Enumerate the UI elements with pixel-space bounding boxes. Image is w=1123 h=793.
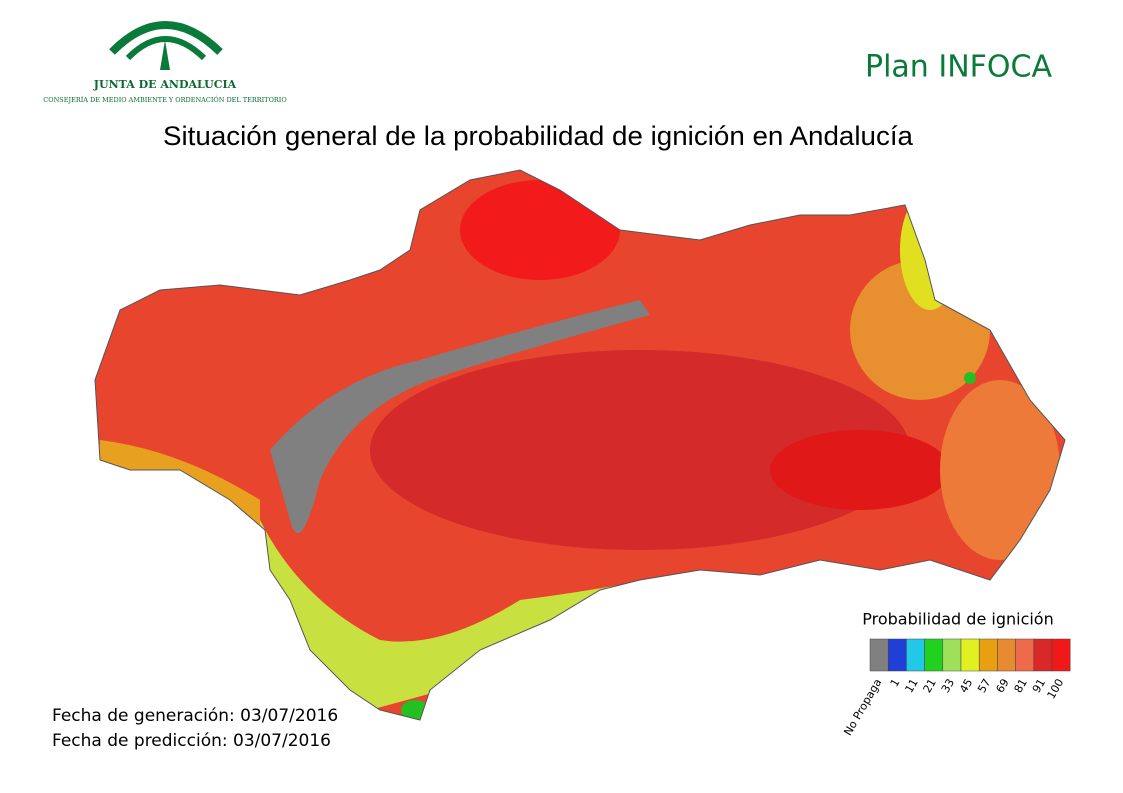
legend-swatch (1033, 638, 1053, 672)
map-title: Situación general de la probabilidad de … (163, 121, 914, 151)
legend-label: 91 (1030, 677, 1048, 696)
legend-swatch (960, 638, 980, 672)
legend-swatch (869, 638, 889, 672)
legend-label: 33 (939, 677, 957, 696)
legend-label: 21 (921, 677, 939, 696)
legend-label: No Propaga (841, 677, 884, 738)
region-map (95, 170, 1065, 720)
legend-label: 57 (975, 677, 993, 696)
legend-label: 11 (902, 677, 920, 696)
legend-swatch (887, 638, 907, 672)
org-name: JUNTA DE ANDALUCIA (93, 78, 237, 91)
legend-swatch (997, 638, 1016, 672)
legend-label: 81 (1012, 677, 1030, 696)
legend-swatch (978, 638, 998, 672)
prediction-date: Fecha de predicción: 03/07/2016 (52, 731, 331, 751)
legend-swatch (1051, 638, 1071, 672)
plan-name: Plan INFOCA (865, 50, 1052, 85)
legend-title: Probabilidad de ignición (862, 610, 1053, 629)
legend-label: 45 (957, 677, 975, 696)
org-department: CONSEJERÍA DE MEDIO AMBIENTE Y ORDENACIÓ… (43, 95, 286, 104)
legend-swatch (942, 638, 962, 672)
legend-swatch (924, 638, 944, 672)
legend-label: 100 (1045, 677, 1067, 702)
legend-swatch (1015, 638, 1035, 672)
legend-swatch (906, 638, 925, 672)
legend-label: 1 (888, 677, 903, 690)
generation-date: Fecha de generación: 03/07/2016 (52, 706, 338, 726)
legend-label: 69 (993, 677, 1011, 696)
logo (109, 21, 223, 70)
